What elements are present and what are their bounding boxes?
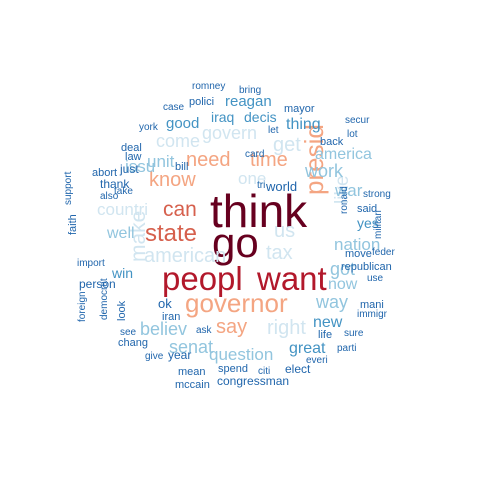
word-law: law <box>125 151 142 163</box>
word-citi: citi <box>258 366 271 377</box>
word-time: time <box>250 149 288 171</box>
word-person: person <box>79 277 116 291</box>
word-move: move <box>345 248 372 260</box>
word-bill: bill <box>175 161 189 173</box>
word-ronald: ronald <box>339 186 350 214</box>
word-new: new <box>313 314 343 331</box>
word-support: support <box>63 171 74 205</box>
word-back: back <box>320 136 344 148</box>
word-countri: countri <box>97 200 149 219</box>
word-parti: parti <box>337 343 357 354</box>
word-iran: iran <box>162 311 181 323</box>
word-mean: mean <box>178 366 206 378</box>
word-abort: abort <box>92 167 118 179</box>
word-chang: chang <box>118 337 148 349</box>
word-question: question <box>209 345 274 364</box>
word-use: use <box>367 273 384 284</box>
word-want: want <box>257 260 327 297</box>
word-war: war <box>335 181 363 200</box>
word-get: get <box>273 134 301 156</box>
word-decis: decis <box>244 109 277 125</box>
word-lot: lot <box>347 129 358 140</box>
word-year: year <box>168 348 192 362</box>
word-mayor: mayor <box>284 103 315 115</box>
word-america: america <box>315 146 372 163</box>
word-polici: polici <box>189 96 215 108</box>
word-good: good <box>166 115 200 132</box>
word-thing: thing <box>286 116 321 133</box>
word-thank: thank <box>100 177 130 191</box>
word-ask: ask <box>196 325 212 336</box>
word-everi: everi <box>306 355 328 366</box>
word-state: state <box>145 220 198 247</box>
word-immigr: immigr <box>357 309 387 320</box>
word-iraq: iraq <box>211 109 235 125</box>
word-romney: romney <box>192 81 226 92</box>
word-got: got <box>330 259 356 279</box>
word-reagan: reagan <box>225 93 272 110</box>
word-york: york <box>139 122 158 133</box>
word-great: great <box>289 340 326 357</box>
word-governor: governor <box>185 288 288 318</box>
word-give: give <box>145 351 164 362</box>
word-world: world <box>266 179 298 194</box>
word-come: come <box>156 131 201 151</box>
word-just: just <box>120 162 139 176</box>
word-say: say <box>216 316 248 338</box>
word-tax: tax <box>266 242 293 264</box>
word-militari: militari <box>373 210 384 239</box>
word-win: win <box>112 265 134 281</box>
word-one: one <box>238 169 267 188</box>
word-govern: govern <box>202 123 258 143</box>
word-elect: elect <box>285 362 311 376</box>
word-sure: sure <box>344 328 364 339</box>
word-know: know <box>149 169 196 191</box>
word-deal: deal <box>121 142 142 154</box>
word-republican: republican <box>341 261 392 273</box>
word-right: right <box>267 317 306 339</box>
word-secur: secur <box>345 115 370 126</box>
word-tri: tri <box>257 180 266 191</box>
word-congressman: congressman <box>217 374 290 388</box>
word-need: need <box>186 149 231 171</box>
word-said: said <box>357 203 378 215</box>
word-bring: bring <box>239 85 262 96</box>
word-work: work <box>305 161 344 181</box>
word-ok: ok <box>158 296 172 311</box>
word-look: look <box>116 300 128 321</box>
word-faith: faith <box>67 214 79 235</box>
word-spend: spend <box>218 363 248 375</box>
word-think: think <box>210 185 308 237</box>
word-also: also <box>100 191 119 202</box>
word-issu: issu <box>125 157 156 176</box>
word-senat: senat <box>169 337 214 357</box>
word-way: way <box>316 292 349 312</box>
word-import: import <box>77 258 105 269</box>
word-take: take <box>114 186 133 197</box>
word-see: see <box>120 327 137 338</box>
word-go: go <box>212 219 259 266</box>
word-unit: unit <box>147 152 175 171</box>
word-peopl: peopl <box>162 260 243 297</box>
word-feder: feder <box>372 247 395 258</box>
word-foreign: foreign <box>77 291 88 322</box>
word-mani: mani <box>360 299 384 311</box>
word-well: well <box>107 225 135 242</box>
word-believ: believ <box>140 319 188 339</box>
word-can: can <box>163 198 197 221</box>
word-yes: yes <box>357 215 379 231</box>
word-now: now <box>328 276 358 293</box>
word-let: let <box>268 125 279 136</box>
word-life: life <box>318 329 333 341</box>
word-case: case <box>163 102 185 113</box>
word-american: american <box>144 245 227 267</box>
word-us: us <box>274 220 296 242</box>
word-card: card <box>245 149 265 160</box>
word-mccain: mccain <box>175 379 210 391</box>
word-strong: strong <box>363 189 391 200</box>
word-nation: nation <box>334 235 381 254</box>
